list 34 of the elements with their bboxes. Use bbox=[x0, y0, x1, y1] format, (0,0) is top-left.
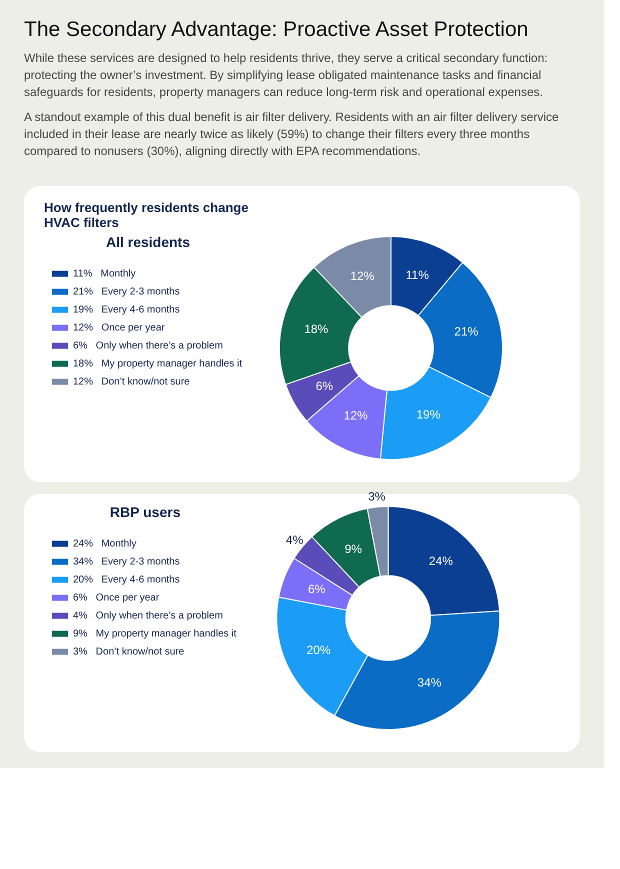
data-label: 12% bbox=[344, 408, 368, 423]
data-label: 3% bbox=[368, 489, 386, 504]
legend-label: 6% Only when there’s a problem bbox=[73, 340, 223, 352]
legend-label: 18% My property manager handles it bbox=[73, 358, 242, 370]
data-label: 24% bbox=[428, 554, 454, 568]
data-label: 34% bbox=[417, 675, 442, 690]
legend-label: 12% Once per year bbox=[73, 322, 166, 334]
legend-label: 9% My property manager handles it bbox=[73, 628, 237, 640]
text: While these services are designed to help residents thrive, they serve a critical secondary function: protecting the owner’s investment. By simplifying lease obligated maintenance tasks and financial safeguards for residents, property managers can reduce long-term risk and operational expenses. bbox=[24, 50, 549, 101]
legend-label: 12% Don’t know/not sure bbox=[73, 376, 190, 388]
legend-label: 6% Once per year bbox=[73, 592, 160, 604]
legend-label: 11% Monthly bbox=[73, 268, 136, 280]
data-label: 6% bbox=[308, 582, 326, 596]
legend-title: RBP users bbox=[110, 504, 181, 520]
legend-label: 20% Every 4-6 months bbox=[73, 574, 180, 586]
data-label: 9% bbox=[344, 542, 362, 556]
legend-label: 19% Every 4-6 months bbox=[73, 304, 180, 316]
chart-title: How frequently residents change HVAC filters bbox=[44, 200, 250, 230]
data-label: 11% bbox=[406, 268, 430, 282]
data-label: 12% bbox=[350, 268, 375, 283]
text: A standout example of this dual benefit is air filter delivery. Residents with an air filter delivery service included in their lease are nearly twice as likely (59%) to change their filters every three months compared to nonusers (30%), aligning directly with EPA recommendations. bbox=[24, 109, 560, 160]
data-label: 4% bbox=[286, 532, 304, 547]
data-label: 18% bbox=[304, 322, 329, 336]
data-label: 20% bbox=[306, 643, 331, 658]
legend-title: All residents bbox=[106, 234, 190, 250]
data-label: 6% bbox=[316, 378, 334, 393]
legend-label: 34% Every 2-3 months bbox=[73, 556, 180, 568]
data-label: 21% bbox=[454, 324, 479, 339]
legend-label: 4% Only when there’s a problem bbox=[73, 610, 223, 622]
text: The Secondary Advantage: Proactive Asset Protection bbox=[24, 18, 530, 42]
legend-label: 24% Monthly bbox=[73, 538, 136, 550]
legend-label: 3% Don’t know/not sure bbox=[73, 646, 185, 658]
legend-label: 21% Every 2-3 months bbox=[73, 286, 180, 298]
data-label: 19% bbox=[416, 408, 441, 422]
